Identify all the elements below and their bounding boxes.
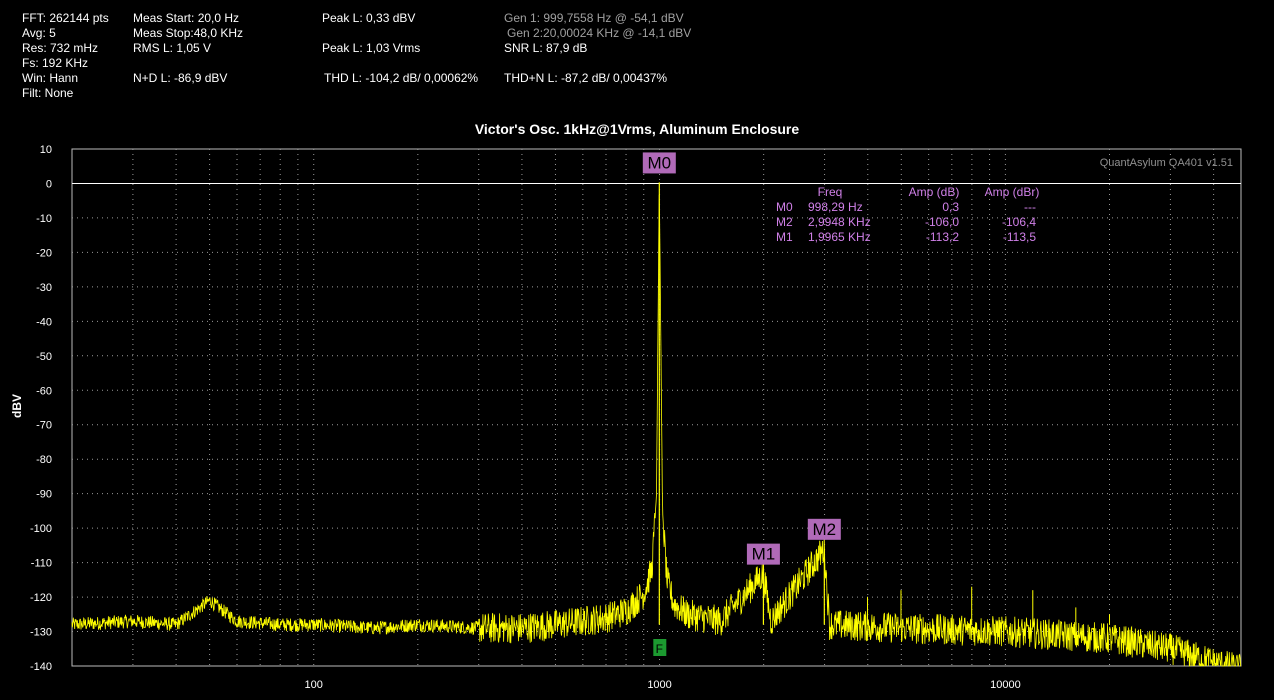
window-type: Win: Hann (22, 71, 79, 85)
y-tick-label: 0 (46, 178, 52, 190)
marker-label-box (642, 152, 676, 174)
chart-title: Victor's Osc. 1kHz@1Vrms, Aluminum Enclo… (474, 121, 800, 137)
snr-level: SNR L: 87,9 dB (504, 41, 588, 55)
y-tick-label: -30 (36, 282, 52, 294)
sample-rate: Fs: 192 KHz (22, 56, 89, 70)
marker-table-cell: M1 (776, 230, 793, 244)
peak-vrms: Peak L: 1,03 Vrms (322, 41, 421, 55)
y-tick-label: -110 (31, 558, 52, 570)
marker-table-cell: 998,29 Hz (808, 200, 863, 214)
marker-label-box (807, 518, 841, 540)
meas-start: Meas Start: 20,0 Hz (133, 11, 240, 25)
y-tick-label: 10 (40, 144, 52, 156)
y-tick-label: -90 (36, 489, 52, 501)
plot-frame (71, 148, 1242, 667)
meas-stop: Meas Stop:48,0 KHz (133, 26, 244, 40)
marker-table-cell: 0,3 (942, 200, 959, 214)
rms-level: RMS L: 1,05 V (133, 41, 212, 55)
marker-label-text: M2 (812, 520, 836, 539)
marker-table-cell: 1,9965 KHz (808, 230, 871, 244)
version-label: QuantAsylum QA401 v1.51 (1100, 157, 1233, 169)
marker-m1: M1 (746, 543, 780, 565)
x-tick-label: 100 (305, 679, 323, 691)
filter-type: Filt: None (22, 86, 74, 100)
marker-label-box (746, 543, 780, 565)
marker-table-header: Amp (dBr) (985, 185, 1040, 199)
marker-m0: M0 (642, 152, 676, 174)
y-tick-label: -70 (36, 420, 52, 432)
y-tick-label: -140 (30, 661, 52, 673)
y-tick-label: -80 (36, 454, 52, 466)
resolution: Res: 732 mHz (22, 41, 99, 55)
marker-label-text: M0 (647, 153, 671, 172)
avg-count: Avg: 5 (22, 26, 56, 40)
marker-label-text: M1 (752, 545, 776, 564)
x-tick-label: 1000 (647, 679, 671, 691)
spectrum-trace (71, 194, 1241, 667)
marker-table-cell: -113,2 (926, 230, 959, 244)
marker-table-cell: -106,0 (925, 215, 959, 229)
y-tick-label: -10 (36, 213, 52, 225)
marker-table-header: Freq (818, 185, 843, 199)
fft-size: FFT: 262144 pts (22, 11, 109, 25)
marker-table-cell: 2,9948 KHz (808, 215, 871, 229)
marker-table-cell: M0 (776, 200, 793, 214)
y-tick-label: -50 (36, 351, 52, 363)
thd-level: THD L: -104,2 dB/ 0,00062% (324, 71, 479, 85)
marker-table-cell: -113,5 (1003, 230, 1036, 244)
generator-2: Gen 2:20,00024 KHz @ -14,1 dBV (507, 26, 692, 40)
filter-marker-text: F (656, 642, 663, 656)
y-tick-label: -40 (36, 316, 52, 328)
y-tick-label: -60 (36, 385, 52, 397)
y-tick-label: -120 (30, 592, 52, 604)
marker-table-cell: --- (1024, 200, 1036, 214)
filter-marker-box (653, 639, 667, 656)
thdn-level: THD+N L: -87,2 dB/ 0,00437% (504, 71, 668, 85)
marker-table-cell: M2 (776, 215, 793, 229)
y-tick-label: -20 (36, 247, 52, 259)
noise-distortion: N+D L: -86,9 dBV (133, 71, 228, 85)
y-tick-label: -100 (30, 523, 52, 535)
marker-table-cell: -106,4 (1002, 215, 1036, 229)
marker-m2: M2 (807, 518, 841, 540)
marker-table-header: Amp (dB) (909, 185, 960, 199)
y-tick-label: -130 (30, 627, 52, 639)
peak-dbv: Peak L: 0,33 dBV (322, 11, 416, 25)
generator-1: Gen 1: 999,7558 Hz @ -54,1 dBV (504, 11, 684, 25)
x-tick-label: 10000 (990, 679, 1021, 691)
